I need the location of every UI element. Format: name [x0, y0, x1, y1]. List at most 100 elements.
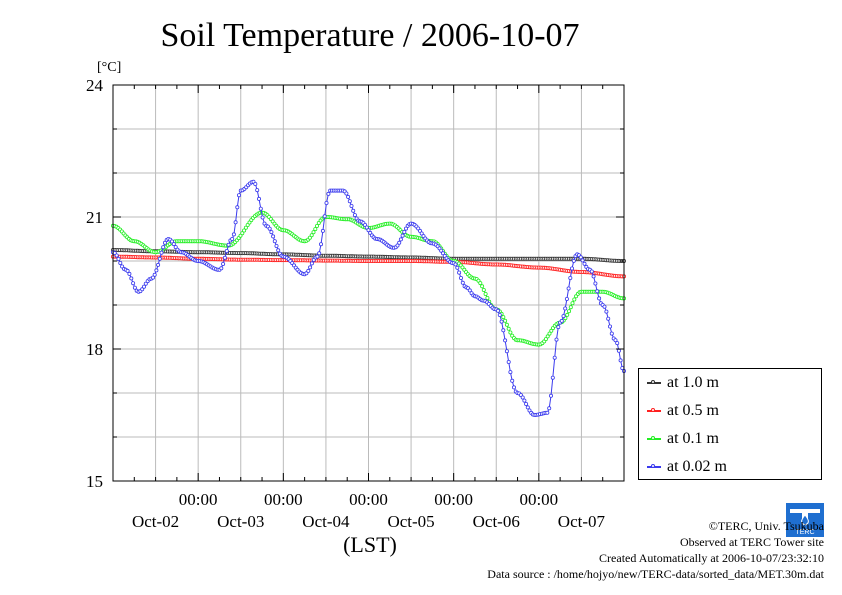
- legend-label-0-02m: at 0.02 m: [667, 458, 727, 475]
- y-tick-label: 15: [86, 472, 103, 491]
- data-point: [132, 285, 137, 290]
- data-point: [313, 227, 318, 232]
- data-point: [400, 233, 405, 238]
- data-point: [395, 243, 400, 248]
- data-point: [230, 236, 235, 241]
- data-point: [346, 194, 351, 199]
- data-point: [309, 233, 314, 238]
- data-point: [314, 223, 319, 228]
- data-point: [311, 230, 316, 235]
- data-point: [595, 289, 600, 294]
- data-point: [322, 214, 327, 219]
- data-point: [606, 316, 611, 321]
- credit-copyright: ©TERC, Univ. Tsukuba: [708, 519, 824, 533]
- legend-marker-0-1m: [647, 436, 661, 440]
- data-point: [419, 231, 424, 236]
- legend-marker-1-0m: [647, 380, 661, 384]
- data-point: [235, 205, 240, 210]
- x-tick-date-label: Oct-05: [387, 512, 434, 531]
- data-point: [524, 401, 529, 406]
- data-point: [568, 275, 573, 280]
- data-point: [171, 242, 176, 247]
- data-point: [162, 240, 167, 245]
- data-point: [506, 326, 511, 331]
- credit-source: Data source : /home/hojyo/new/TERC-data/…: [487, 567, 824, 581]
- series-layer: [111, 179, 627, 417]
- data-point: [226, 242, 231, 247]
- grid: [113, 85, 624, 481]
- data-point: [351, 208, 356, 213]
- legend-label-0-5m: at 0.5 m: [667, 402, 719, 419]
- data-point: [591, 274, 596, 279]
- data-point: [593, 281, 598, 286]
- data-point: [565, 312, 570, 317]
- data-point: [508, 370, 513, 375]
- y-tick-label: 18: [86, 340, 103, 359]
- data-point: [352, 213, 357, 218]
- data-point: [131, 281, 136, 286]
- data-point: [309, 261, 314, 266]
- logo-text: TERC: [795, 529, 814, 536]
- data-point: [549, 328, 554, 333]
- data-point: [570, 266, 575, 271]
- y-tick-label: 21: [86, 208, 103, 227]
- data-point: [236, 193, 241, 198]
- data-point: [504, 322, 509, 327]
- data-point: [564, 296, 569, 301]
- data-point: [398, 237, 403, 242]
- y-axis-label: [°C]: [97, 60, 121, 75]
- legend-item-1-0m: at 1.0 m: [647, 372, 719, 394]
- data-point: [563, 306, 568, 311]
- chart-title: Soil Temperature / 2006-10-07: [160, 17, 579, 54]
- data-point: [240, 231, 245, 236]
- credit-created: Created Automatically at 2006-10-07/23:3…: [599, 551, 824, 565]
- data-point: [233, 220, 238, 225]
- data-point: [589, 269, 594, 274]
- data-point: [453, 262, 458, 267]
- data-point: [114, 253, 119, 258]
- credits: ©TERC, Univ. Tsukuba Observed at TERC To…: [487, 518, 824, 582]
- data-point: [347, 199, 352, 204]
- x-tick-date-label: Oct-03: [217, 512, 264, 531]
- data-point: [224, 248, 229, 253]
- data-point: [499, 319, 504, 324]
- data-point: [222, 255, 227, 260]
- data-point: [243, 225, 248, 230]
- data-point: [159, 250, 164, 255]
- data-point: [403, 226, 408, 231]
- data-point: [173, 245, 178, 250]
- data-point: [397, 240, 402, 245]
- data-point: [306, 268, 311, 273]
- data-point: [545, 410, 550, 415]
- data-point: [366, 228, 371, 233]
- data-point: [582, 261, 587, 266]
- y-ticks: 15 18 21 24: [86, 76, 624, 491]
- data-point: [609, 331, 614, 336]
- data-point: [318, 242, 323, 247]
- data-point: [485, 295, 490, 300]
- data-point: [440, 251, 445, 256]
- data-point: [253, 181, 258, 186]
- x-tick-time-label: 00:00: [179, 490, 218, 509]
- data-point: [549, 393, 554, 398]
- data-point: [481, 287, 486, 292]
- series-at-0-5-m: [111, 254, 627, 279]
- data-point: [503, 318, 508, 323]
- x-tick-time-label: 00:00: [349, 490, 388, 509]
- data-point: [547, 331, 552, 336]
- legend-marker-0-02m: [647, 464, 661, 468]
- data-point: [568, 305, 573, 310]
- data-point: [597, 296, 602, 301]
- data-point: [615, 341, 620, 346]
- data-point: [520, 395, 525, 400]
- data-point: [154, 268, 159, 273]
- data-point: [274, 243, 279, 248]
- data-point: [269, 230, 274, 235]
- data-point: [125, 268, 130, 273]
- data-point: [556, 325, 561, 330]
- data-point: [460, 280, 465, 285]
- data-point: [129, 276, 134, 281]
- data-point: [480, 284, 485, 289]
- data-point: [512, 385, 517, 390]
